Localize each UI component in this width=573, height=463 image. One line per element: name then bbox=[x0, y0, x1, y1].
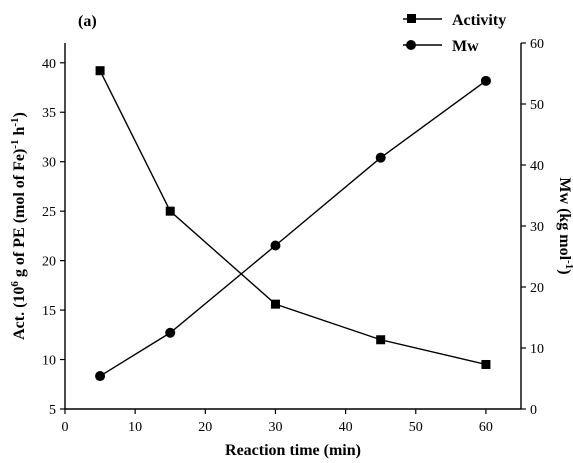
y-right-label-close: ) bbox=[556, 269, 573, 274]
y-left-label-sup2: -1 bbox=[9, 140, 21, 149]
y-left-tick-label: 15 bbox=[42, 304, 56, 319]
legend: Activity Mw bbox=[403, 12, 506, 55]
x-tick-label: 40 bbox=[339, 420, 353, 435]
y-left-tick-label: 10 bbox=[42, 354, 56, 369]
y-right-tick-label: 40 bbox=[530, 159, 544, 174]
y-left-tick-label: 30 bbox=[42, 156, 56, 171]
y-right-ticks: 0 10 20 30 40 50 60 bbox=[521, 37, 544, 418]
data-point-mw bbox=[165, 327, 176, 338]
legend-label-activity: Activity bbox=[452, 12, 506, 29]
y-left-label-end: h bbox=[11, 127, 28, 140]
x-tick-label: 0 bbox=[62, 420, 69, 435]
y-right-tick-label: 20 bbox=[530, 281, 544, 296]
series-layer bbox=[95, 66, 491, 382]
series-line-activity bbox=[99, 70, 487, 366]
y-left-label-mid: g of PE (mol of Fe) bbox=[11, 149, 28, 281]
x-tick-label: 20 bbox=[198, 420, 212, 435]
y-right-label-sup: -1 bbox=[563, 260, 573, 269]
data-point-activity bbox=[481, 359, 491, 369]
y-right-tick-label: 0 bbox=[530, 403, 537, 418]
y-right-tick-label: 60 bbox=[530, 37, 544, 52]
x-tick-label: 60 bbox=[479, 420, 493, 435]
data-point-activity bbox=[270, 299, 280, 309]
y-right-tick-label: 10 bbox=[530, 342, 544, 357]
data-point-activity bbox=[165, 206, 175, 216]
y-left-label-main: Act. (10 bbox=[11, 287, 28, 340]
legend-label-mw: Mw bbox=[452, 38, 479, 55]
data-point-mw bbox=[95, 371, 106, 382]
panel-label: (a) bbox=[78, 13, 97, 30]
y-left-tick-label: 5 bbox=[49, 403, 56, 418]
data-point-mw bbox=[375, 152, 386, 163]
y-left-label-sup3: -1 bbox=[9, 117, 21, 126]
legend-item-activity: Activity bbox=[403, 12, 506, 29]
y-left-label-sup1: 6 bbox=[9, 281, 21, 287]
series-line-mw bbox=[99, 80, 487, 377]
y-right-label-main: Mw (kg mol bbox=[556, 177, 573, 260]
x-axis-title: Reaction time (min) bbox=[225, 442, 361, 459]
y-left-axis-title: Act. (106 g of PE (mol of Fe)-1 h-1) bbox=[9, 112, 28, 340]
x-tick-label: 30 bbox=[268, 420, 282, 435]
y-right-tick-label: 30 bbox=[530, 220, 544, 235]
y-right-axis-title: Mw (kg mol-1) bbox=[556, 177, 573, 274]
data-point-activity bbox=[376, 335, 386, 345]
y-left-tick-label: 25 bbox=[42, 205, 56, 220]
y-left-tick-label: 35 bbox=[42, 106, 56, 121]
y-left-ticks: 5 10 15 20 25 30 35 40 bbox=[42, 57, 65, 418]
data-point-mw bbox=[480, 75, 491, 86]
y-left-tick-label: 20 bbox=[42, 255, 56, 270]
x-tick-label: 10 bbox=[128, 420, 142, 435]
data-point-mw bbox=[270, 240, 281, 251]
y-left-tick-label: 40 bbox=[42, 57, 56, 72]
legend-item-mw: Mw bbox=[403, 38, 479, 55]
x-ticks: 0 10 20 30 40 50 60 bbox=[62, 409, 493, 435]
y-right-tick-label: 50 bbox=[530, 98, 544, 113]
x-tick-label: 50 bbox=[409, 420, 423, 435]
data-point-activity bbox=[95, 66, 105, 76]
y-left-label-close: ) bbox=[11, 112, 28, 117]
